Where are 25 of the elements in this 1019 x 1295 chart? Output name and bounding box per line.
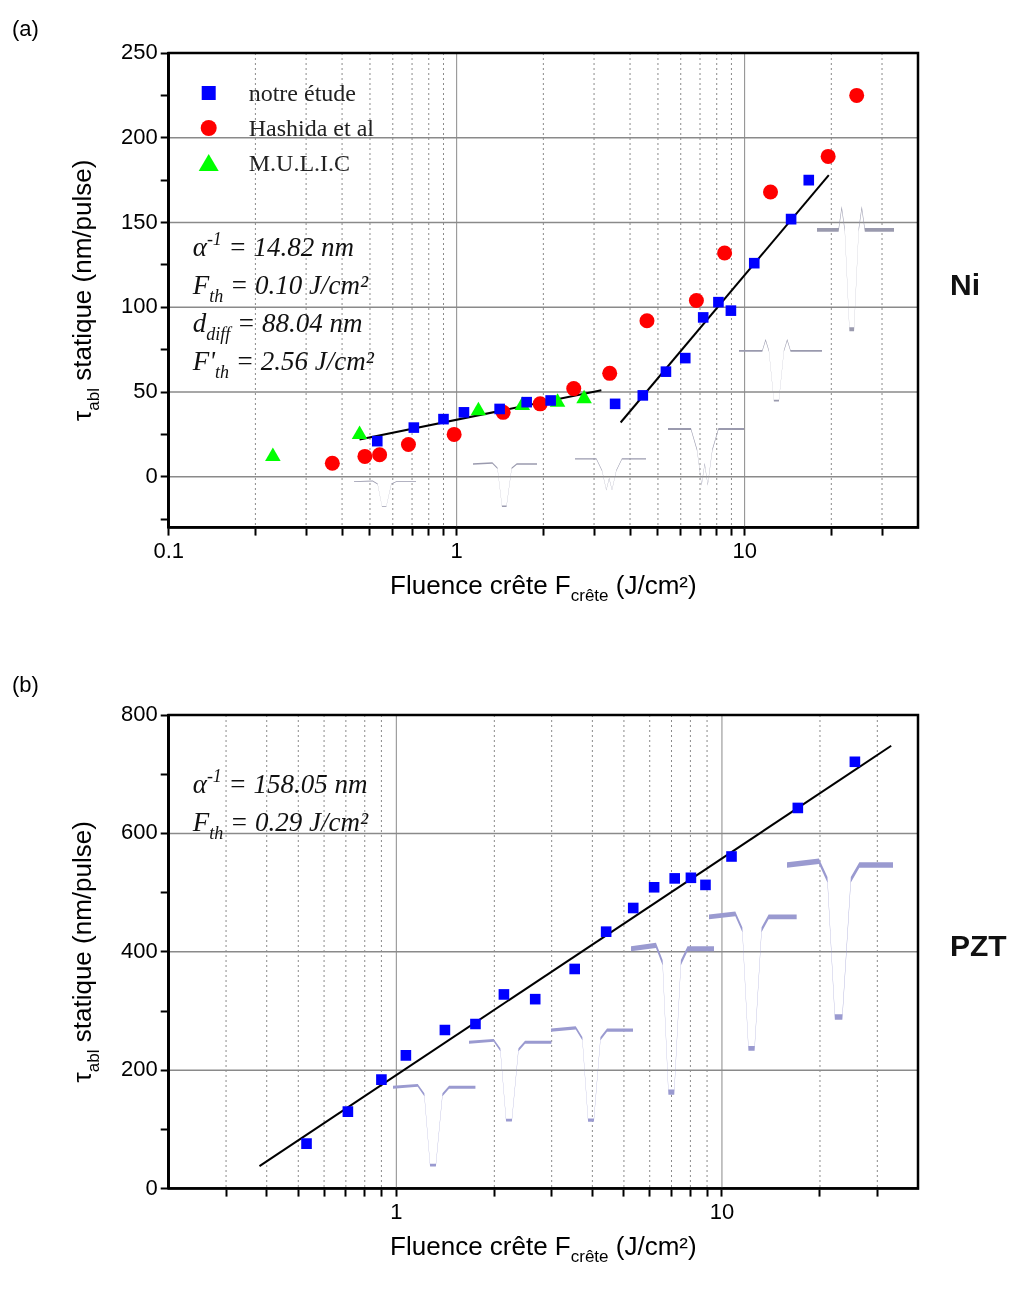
chart-title: (a): [12, 16, 39, 41]
x-tick-label: 10: [709, 1198, 735, 1224]
legend-label: Hashida et al: [248, 115, 375, 141]
y-tick-label: 200: [120, 1056, 158, 1082]
x-tick-label: 10: [732, 537, 757, 563]
y-tick-label: 150: [120, 208, 158, 234]
text: Ni: [950, 267, 980, 301]
x-tick-label: 1: [390, 1198, 403, 1224]
x-tick-label: 0.1: [153, 537, 184, 563]
y-tick-label: 50: [133, 378, 158, 404]
y-tick-label: 400: [120, 937, 158, 963]
y-tick-label: 0: [145, 1174, 158, 1200]
y-tick-label: 600: [120, 819, 158, 845]
y-tick-label: 0: [145, 462, 158, 488]
chart-title: (b): [12, 672, 39, 697]
legend-label: M.U.L.I.C: [248, 150, 351, 176]
y-tick-label: 250: [120, 39, 158, 65]
legend-label: notre étude: [248, 80, 356, 106]
y-tick-label: 200: [120, 123, 158, 149]
y-axis-title: τabl statique (nm/pulse): [66, 159, 103, 421]
y-axis-title: τabl statique (nm/pulse): [66, 821, 103, 1083]
text: PZT: [950, 929, 1007, 963]
x-tick-label: 1: [450, 537, 463, 563]
y-tick-label: 100: [120, 293, 158, 319]
y-tick-label: 800: [120, 701, 158, 727]
